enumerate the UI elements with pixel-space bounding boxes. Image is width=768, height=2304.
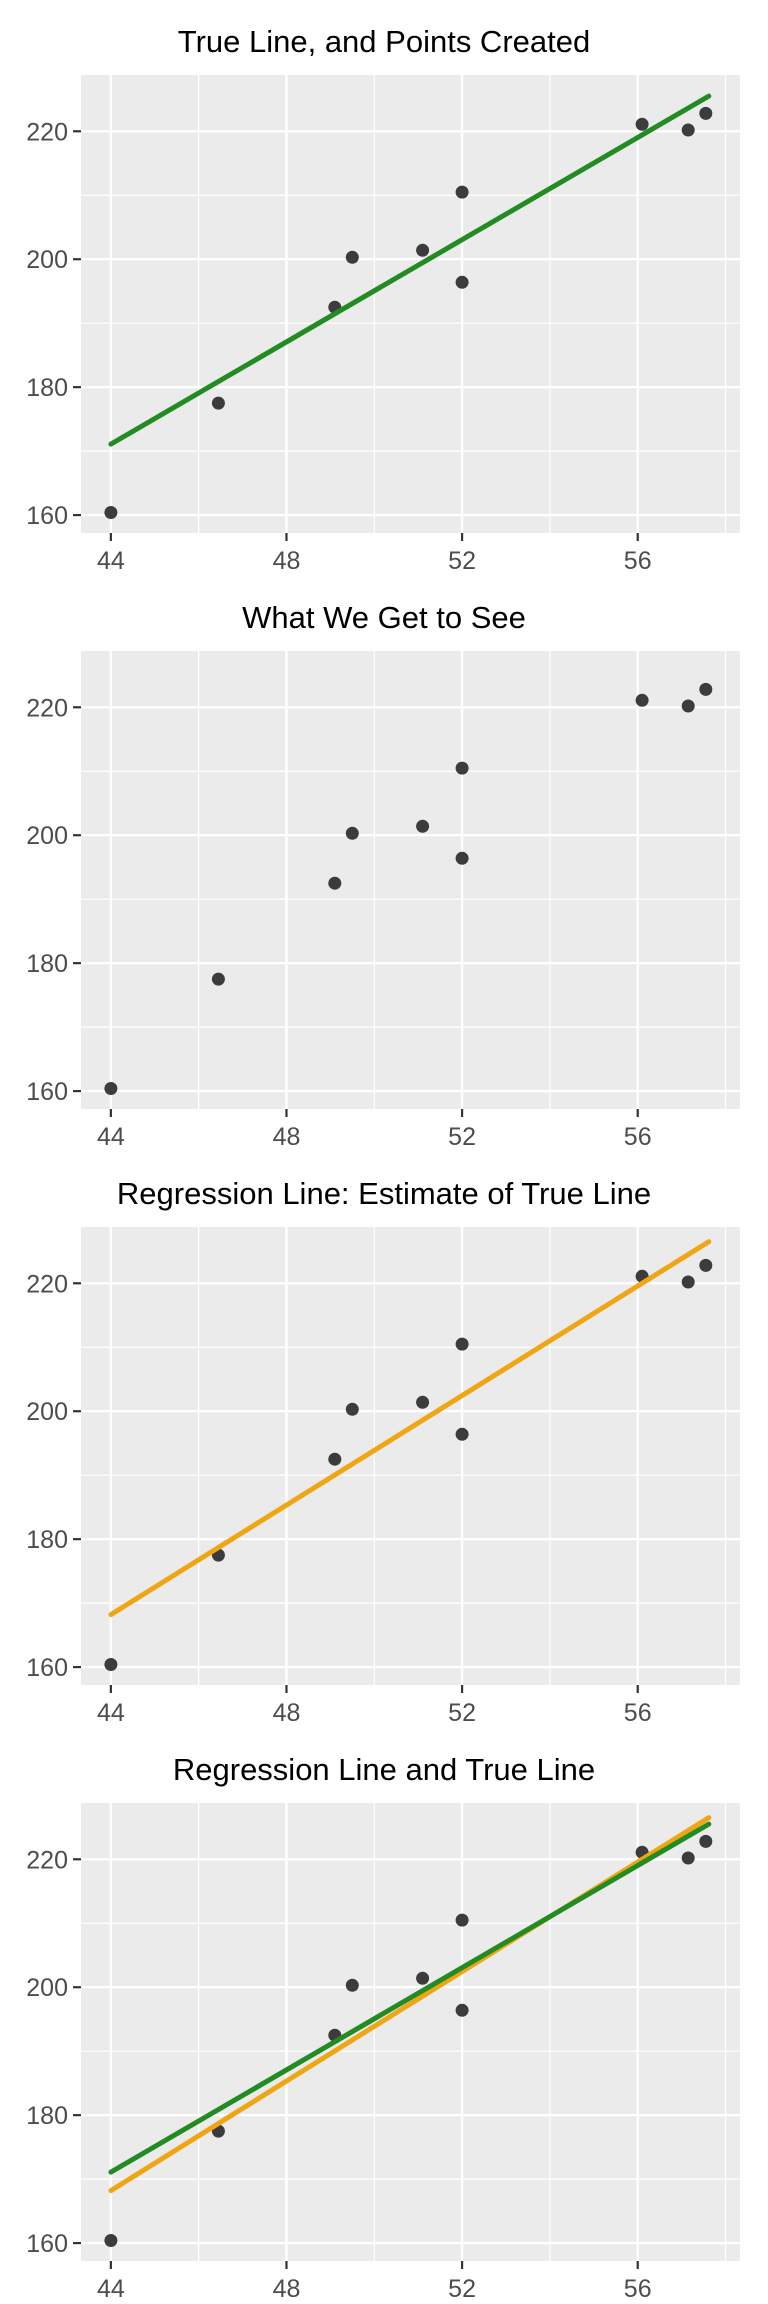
data-point <box>104 506 118 519</box>
data-point <box>455 275 469 289</box>
panel-background <box>81 1227 740 1685</box>
x-tick-label: 48 <box>273 1699 301 1727</box>
panel-background <box>81 75 740 533</box>
plot-panel <box>81 651 740 1109</box>
y-tick-label: 200 <box>26 822 68 850</box>
data-point <box>681 123 695 137</box>
data-point <box>345 826 359 840</box>
data-point <box>681 1851 695 1865</box>
chart-title: Regression Line: Estimate of True Line <box>117 1176 651 1211</box>
data-point <box>455 851 469 865</box>
x-tick-label: 56 <box>624 547 652 575</box>
plot-what-we-see: What We Get to See 44 48 52 56 160 180 200 220 <box>26 600 740 1151</box>
data-point <box>104 1658 118 1671</box>
plot-panel <box>81 1803 740 2261</box>
x-tick-label: 48 <box>273 2275 301 2303</box>
data-point <box>699 1834 713 1848</box>
x-tick-label: 44 <box>97 1699 125 1727</box>
plot-panel <box>81 75 740 533</box>
data-point <box>681 1275 695 1289</box>
y-tick-label: 160 <box>26 1654 68 1682</box>
y-tick-label: 220 <box>26 1270 68 1298</box>
data-point <box>635 117 649 131</box>
plot-true-line-and-points: True Line, and Points Created 44 48 52 56 16… <box>26 24 740 575</box>
x-tick-label: 44 <box>97 2275 125 2303</box>
x-tick-label: 56 <box>624 1123 652 1151</box>
data-point <box>416 1971 430 1985</box>
data-point <box>328 876 342 890</box>
chart-true-line-and-points: True Line, and Points Created 44 48 52 56 16… <box>0 0 768 576</box>
x-tick-label: 44 <box>97 547 125 575</box>
x-tick-label: 52 <box>448 2275 476 2303</box>
y-tick-label: 160 <box>26 502 68 530</box>
chart-regression-estimate: Regression Line: Estimate of True Line 4… <box>0 1152 768 1728</box>
data-point <box>104 2234 118 2247</box>
x-tick-label: 56 <box>624 1699 652 1727</box>
x-tick-label: 52 <box>448 547 476 575</box>
y-tick-label: 220 <box>26 1846 68 1874</box>
x-tick-label: 52 <box>448 1699 476 1727</box>
regression-line <box>108 1239 712 1618</box>
data-point <box>416 1395 430 1409</box>
data-point <box>104 1082 118 1095</box>
data-point <box>345 1402 359 1416</box>
data-point <box>455 185 469 199</box>
data-point <box>455 761 469 775</box>
panel-background <box>81 651 740 1109</box>
true-line <box>108 1821 712 2175</box>
y-tick-label: 220 <box>26 694 68 722</box>
data-point <box>455 1337 469 1351</box>
y-tick-label: 180 <box>26 2102 68 2130</box>
panel-background <box>81 1803 740 2261</box>
y-tick-label: 200 <box>26 1974 68 2002</box>
data-point <box>699 106 713 120</box>
data-point <box>455 2003 469 2017</box>
plot-panel <box>81 1227 740 1685</box>
data-point <box>681 699 695 713</box>
data-point <box>635 693 649 707</box>
y-tick-label: 160 <box>26 1078 68 1106</box>
data-point <box>455 1913 469 1927</box>
data-point <box>416 819 430 833</box>
chart-what-we-see: What We Get to See 44 48 52 56 160 180 200 220 <box>0 576 768 1152</box>
true-line <box>108 93 712 447</box>
data-point <box>455 1427 469 1441</box>
y-tick-label: 220 <box>26 118 68 146</box>
x-tick-label: 48 <box>273 1123 301 1151</box>
y-tick-label: 200 <box>26 246 68 274</box>
plot-regression-estimate: Regression Line: Estimate of True Line 4… <box>26 1176 740 1727</box>
plot-regression-and-true: Regression Line and True Line 44 48 52 56 16… <box>26 1752 740 2303</box>
chart-title: What We Get to See <box>242 600 526 635</box>
data-point <box>328 1452 342 1466</box>
y-tick-label: 160 <box>26 2230 68 2258</box>
data-point <box>211 972 225 986</box>
x-tick-label: 52 <box>448 1123 476 1151</box>
x-tick-label: 44 <box>97 1123 125 1151</box>
y-tick-label: 180 <box>26 950 68 978</box>
y-tick-label: 200 <box>26 1398 68 1426</box>
chart-title: Regression Line and True Line <box>173 1752 595 1787</box>
data-point <box>699 682 713 696</box>
chart-regression-and-true: Regression Line and True Line 44 48 52 56 16… <box>0 1728 768 2304</box>
x-tick-label: 48 <box>273 547 301 575</box>
chart-title: True Line, and Points Created <box>178 24 590 59</box>
y-tick-label: 180 <box>26 1526 68 1554</box>
data-point <box>211 396 225 410</box>
data-point <box>416 243 430 257</box>
data-point <box>345 250 359 264</box>
data-point <box>345 1978 359 1992</box>
data-point <box>699 1258 713 1272</box>
y-tick-label: 180 <box>26 374 68 402</box>
x-tick-label: 56 <box>624 2275 652 2303</box>
